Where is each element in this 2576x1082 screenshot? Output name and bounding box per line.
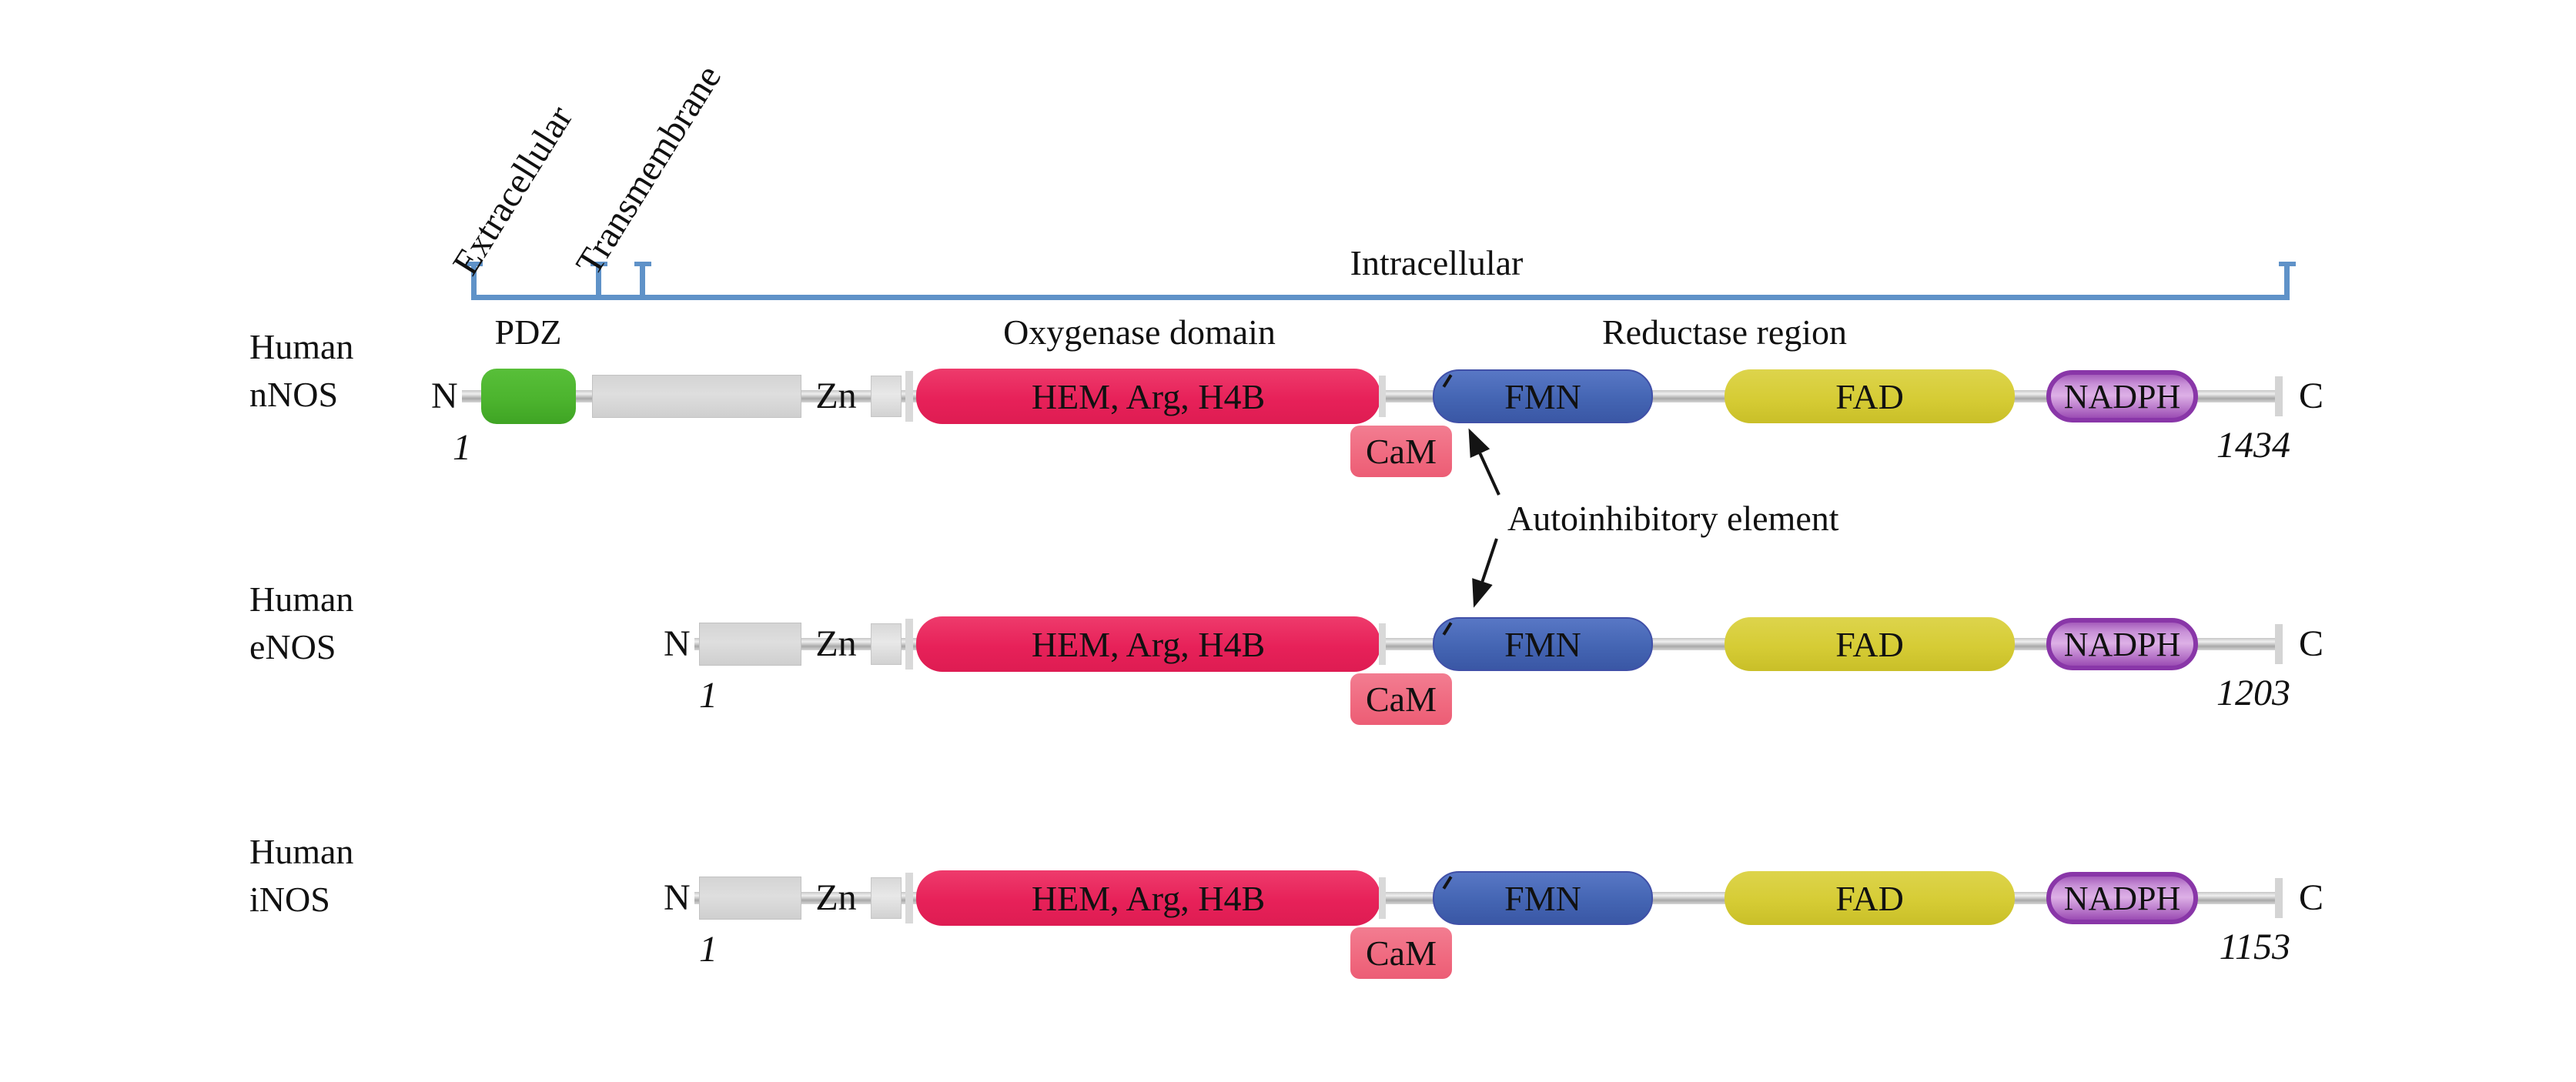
oxygenase-domain-label: Oxygenase domain: [1003, 312, 1276, 352]
fmn-domain-box: FMN: [1433, 617, 1653, 671]
fad-domain-box: FAD: [1725, 871, 2015, 925]
pdz-domain-box: [481, 369, 576, 424]
oxygenase-junction-tick: [905, 619, 913, 670]
residue-number-end: 1434: [2216, 425, 2290, 466]
species-label-inos: Human iNOS: [249, 828, 353, 923]
cam-binding-box: CaM: [1350, 426, 1452, 477]
zinc-site-label: Zn: [815, 877, 857, 918]
species-line2: iNOS: [249, 880, 330, 919]
species-label-enos: Human eNOS: [249, 576, 353, 671]
linker-region-block: [592, 375, 801, 418]
bracket-tick-cap: [466, 262, 483, 266]
residue-number-start: 1: [699, 929, 718, 970]
nadph-domain-box: NADPH: [2046, 618, 2198, 670]
residue-number-start: 1: [453, 427, 471, 468]
species-line1: Human: [249, 579, 354, 619]
pdz-label: PDZ: [494, 312, 562, 352]
oxygenase-domain-box: HEM, Arg, H4B: [916, 616, 1380, 672]
residue-number-start: 1: [699, 675, 718, 716]
oxygenase-domain-box: HEM, Arg, H4B: [916, 369, 1380, 424]
bracket-tick-end: [2284, 265, 2290, 300]
residue-number-end: 1203: [2216, 673, 2290, 713]
bracket-tick-cap: [2279, 262, 2296, 266]
cam-junction-tick: [1379, 623, 1386, 665]
cam-junction-tick: [1379, 376, 1386, 417]
oxygenase-junction-tick: [905, 873, 913, 923]
oxygenase-domain-box: HEM, Arg, H4B: [916, 870, 1380, 926]
zinc-flank-block: [871, 376, 902, 417]
n-terminus-label: N: [664, 623, 691, 664]
n-terminus-label: N: [431, 376, 458, 416]
fad-domain-box: FAD: [1725, 369, 2015, 423]
reductase-region-label: Reductase region: [1601, 312, 1848, 352]
nadph-domain-box: NADPH: [2046, 872, 2198, 924]
oxygenase-junction-tick: [905, 371, 913, 422]
n-terminus-label: N: [664, 877, 691, 918]
linker-region-block: [699, 877, 801, 920]
zinc-flank-block: [871, 623, 902, 665]
linker-region-block: [699, 623, 801, 666]
nadph-domain-box: NADPH: [2046, 370, 2198, 422]
c-terminal-cap-tick: [2275, 878, 2283, 918]
bracket-tick-cap: [634, 262, 651, 266]
zinc-site-label: Zn: [815, 623, 857, 664]
residue-number-end: 1153: [2219, 927, 2290, 967]
zinc-flank-block: [871, 877, 902, 919]
intracellular-label: Intracellular: [1350, 243, 1524, 282]
membrane-bracket-line: [471, 295, 2290, 300]
fmn-domain-box: FMN: [1433, 369, 1653, 423]
species-line2: eNOS: [249, 627, 336, 666]
cam-junction-tick: [1379, 877, 1386, 919]
c-terminal-cap-tick: [2275, 376, 2283, 416]
fmn-domain-box: FMN: [1433, 871, 1653, 925]
species-label-nnos: Human nNOS: [249, 323, 353, 419]
c-terminus-label: C: [2299, 376, 2324, 416]
autoinhibitory-element-label: Autoinhibitory element: [1507, 499, 1839, 538]
cam-binding-box: CaM: [1350, 673, 1452, 725]
zinc-site-label: Zn: [815, 376, 857, 416]
bracket-tick-transmembrane-start: [596, 265, 601, 300]
fad-domain-box: FAD: [1725, 617, 2015, 671]
species-line2: nNOS: [249, 375, 339, 414]
species-line1: Human: [249, 832, 354, 871]
bracket-tick-cap: [590, 262, 607, 266]
cam-binding-box: CaM: [1350, 927, 1452, 979]
species-line1: Human: [249, 327, 354, 366]
bracket-tick-transmembrane-end: [640, 265, 645, 300]
c-terminal-cap-tick: [2275, 624, 2283, 664]
c-terminus-label: C: [2299, 623, 2324, 664]
c-terminus-label: C: [2299, 877, 2324, 918]
bracket-tick-start: [471, 265, 477, 300]
